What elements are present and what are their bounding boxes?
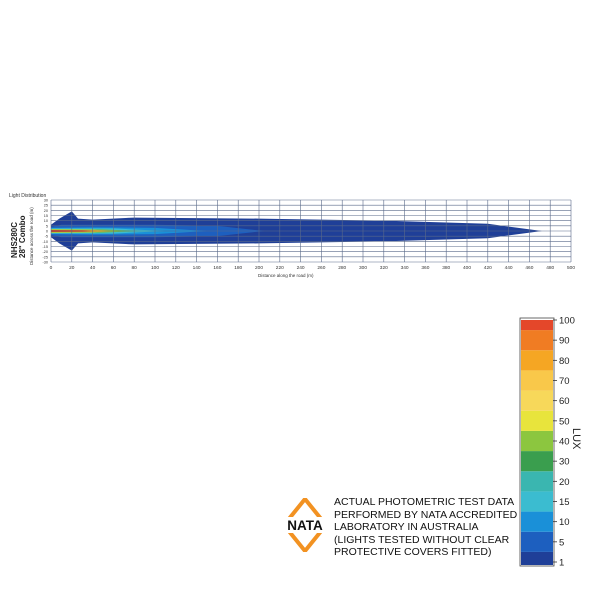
x-tick-label: 340 [401, 265, 409, 271]
y-tick-label: -25 [43, 255, 49, 259]
x-tick-label: 480 [546, 265, 554, 271]
y-tick-label: -5 [45, 235, 48, 239]
legend-label: 10 [559, 517, 570, 528]
legend-band-20 [521, 471, 553, 492]
legend-band-90 [521, 330, 553, 351]
legend-band-70 [521, 370, 553, 391]
nata-line-3: LABORATORY IN AUSTRALIA [334, 521, 479, 534]
nata-line-2: PERFORMED BY NATA ACCREDITED [334, 508, 518, 521]
nata-line-5: PROTECTIVE COVERS FITTED) [334, 546, 492, 559]
nata-statement: ACTUAL PHOTOMETRIC TEST DATA PERFORMED B… [334, 496, 524, 559]
legend-band-60 [521, 390, 553, 411]
y-tick-label: 25 [44, 204, 48, 208]
x-tick-label: 500 [567, 265, 575, 271]
x-axis-label: Distance along the road (m) [258, 273, 314, 278]
legend-label: 5 [559, 537, 564, 548]
x-tick-label: 360 [421, 265, 429, 271]
product-name: NHS280C [10, 222, 19, 258]
y-tick-label: 5 [46, 224, 48, 228]
legend-label: 70 [559, 376, 570, 387]
product-model: 28" Combo [18, 215, 27, 258]
x-tick-label: 240 [297, 265, 305, 271]
x-tick-label: 260 [317, 265, 325, 271]
legend-band-15 [521, 491, 553, 512]
legend-label: 20 [559, 477, 570, 488]
y-tick-label: -20 [43, 250, 49, 254]
nata-line-1: ACTUAL PHOTOMETRIC TEST DATA [334, 496, 515, 508]
x-tick-label: 200 [255, 265, 263, 271]
x-tick-label: 120 [172, 265, 180, 271]
y-tick-label: -15 [43, 245, 49, 249]
x-tick-label: 140 [193, 265, 201, 271]
light-distribution-chart: Light Distribution NHS280C 28" Combo Dis… [9, 193, 576, 278]
y-tick-label: 15 [44, 214, 48, 218]
y-tick-label: 30 [44, 199, 48, 203]
x-tick-label: 20 [69, 265, 75, 271]
legend-label: 90 [559, 336, 570, 347]
legend-band-10 [521, 511, 553, 532]
legend-band-40 [521, 430, 553, 452]
x-tick-label: 460 [525, 265, 533, 271]
x-tick-label: 400 [463, 265, 471, 271]
x-tick-label: 440 [505, 265, 513, 271]
legend-label: 40 [559, 437, 570, 448]
legend-band-30 [521, 451, 553, 472]
legend-label: 15 [559, 497, 570, 508]
legend-band-1 [521, 551, 553, 565]
y-tick-label: 20 [44, 209, 48, 213]
x-tick-label: 160 [213, 265, 221, 271]
y-tick-label: -10 [43, 240, 49, 244]
legend-label: 100 [559, 316, 575, 327]
legend-color-bands [519, 317, 555, 567]
legend-band-50 [521, 410, 553, 431]
legend-label: 1 [559, 558, 564, 569]
x-tick-label: 80 [132, 265, 138, 271]
nata-line-4: (LIGHTS TESTED WITHOUT CLEAR [334, 533, 510, 546]
x-tick-label: 280 [338, 265, 346, 271]
y-tick-label: -30 [43, 261, 49, 265]
legend-band-100 [521, 320, 553, 331]
nata-logo: NATA [282, 498, 328, 552]
x-tick-label: 320 [380, 265, 388, 271]
x-tick-label: 180 [234, 265, 242, 271]
legend-band-5 [521, 531, 553, 552]
legend-label: 30 [559, 457, 570, 468]
y-tick-label: 0 [46, 230, 48, 234]
nata-logo-text: NATA [287, 518, 323, 533]
legend-frame [519, 317, 555, 567]
legend-label: 80 [559, 356, 570, 367]
x-tick-label: 380 [442, 265, 450, 271]
x-tick-label: 0 [50, 265, 53, 271]
x-tick-label: 300 [359, 265, 367, 271]
legend-band-80 [521, 350, 553, 371]
x-tick-label: 100 [151, 265, 159, 271]
x-tick-label: 60 [111, 265, 117, 271]
y-tick-label: 10 [44, 219, 48, 223]
legend-title: LUX [570, 428, 582, 450]
x-tick-label: 220 [276, 265, 284, 271]
legend-label: 60 [559, 396, 570, 407]
chart-title: Light Distribution [9, 193, 46, 199]
y-axis-label: Distance across the road (m) [29, 207, 34, 265]
legend-label: 50 [559, 416, 570, 427]
grid-layer [50, 199, 572, 263]
x-tick-labels: 0 20 40 60 80 100 120 140 160 180 200 220 240 260 280 3… [50, 265, 576, 271]
x-tick-label: 40 [90, 265, 96, 271]
x-tick-label: 420 [484, 265, 492, 271]
